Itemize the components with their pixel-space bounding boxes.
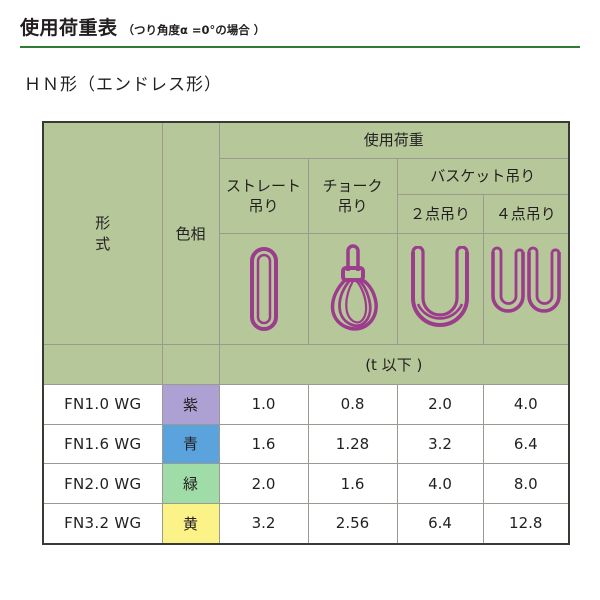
cell-choke: 1.6 xyxy=(307,463,398,504)
header-straight-line1: ストレート xyxy=(225,176,301,195)
header-choke-line1: チョーク xyxy=(322,176,383,195)
cell-basket-2point: 4.0 xyxy=(396,463,484,504)
title-row: 使用荷重表 （つり角度α =0°の場合 ） xyxy=(20,13,265,40)
cell-type: FN1.6 WG xyxy=(42,423,163,465)
cell-type: FN3.2 WG xyxy=(42,502,163,545)
table-header-row-points: ２点吊り ４点吊り xyxy=(43,193,570,235)
page-title: 使用荷重表 xyxy=(20,17,118,39)
cell-basket-4point: 12.8 xyxy=(482,502,570,545)
header-cell-basket-group: バスケット吊り xyxy=(396,158,570,195)
straight-sling-icon xyxy=(249,247,278,332)
cell-straight: 2.0 xyxy=(218,463,309,504)
basket-2point-sling-icon xyxy=(411,246,469,328)
icon-cell-straight xyxy=(218,233,309,346)
cell-type: FN2.0 WG xyxy=(42,463,163,504)
table-icon-row xyxy=(43,233,570,346)
section-subtitle: ＨＮ形（エンドレス形） xyxy=(24,75,222,95)
table-row: FN2.0 WG 緑 2.0 1.6 4.0 8.0 xyxy=(42,463,570,504)
table-unit-row: (t 以下 ) xyxy=(42,344,570,385)
header-choke-line2: 吊り xyxy=(337,197,368,216)
header-cell-straight: ストレート 吊り xyxy=(218,157,309,235)
cell-hue: 青 xyxy=(161,423,220,465)
cell-straight: 1.0 xyxy=(218,383,309,425)
cell-straight: 1.6 xyxy=(218,423,309,465)
header-type-line1: 形 xyxy=(95,214,111,233)
table-header-row-group: 形 式 色相 使用荷重 xyxy=(42,121,570,346)
cell-hue: 紫 xyxy=(161,383,220,425)
page-title-note: （つり角度α =0°の場合 ） xyxy=(122,23,266,37)
title-divider-rule xyxy=(20,46,580,48)
cell-basket-4point: 6.4 xyxy=(482,423,570,465)
table-row: FN1.0 WG 紫 1.0 0.8 2.0 4.0 xyxy=(42,383,570,425)
cell-hue: 緑 xyxy=(161,463,220,504)
cell-straight: 3.2 xyxy=(218,502,309,545)
header-type-line2: 式 xyxy=(95,234,111,253)
load-capacity-table-wrapper: 形 式 色相 使用荷重 ストレート 吊り チョーク 吊り バスケット吊り xyxy=(42,121,571,545)
header-straight-line2: 吊り xyxy=(248,197,279,216)
icon-cell-basket-2point xyxy=(396,233,484,346)
header-cell-basket-4point: ４点吊り xyxy=(482,193,570,235)
cell-hue: 黄 xyxy=(161,502,220,545)
cell-choke: 0.8 xyxy=(307,383,398,425)
icon-cell-choke xyxy=(307,233,398,346)
table-row: FN1.6 WG 青 1.6 1.28 3.2 6.4 xyxy=(42,423,570,465)
cell-basket-2point: 2.0 xyxy=(396,383,484,425)
cell-basket-2point: 6.4 xyxy=(396,502,484,545)
unit-row-spacer-hue xyxy=(161,344,220,385)
cell-choke: 1.28 xyxy=(307,423,398,465)
unit-label: (t 以下 ) xyxy=(218,344,570,385)
cell-basket-4point: 4.0 xyxy=(482,383,570,425)
cell-basket-2point: 3.2 xyxy=(396,423,484,465)
unit-row-spacer-type xyxy=(42,344,163,385)
load-capacity-table: 形 式 色相 使用荷重 ストレート 吊り チョーク 吊り バスケット吊り xyxy=(42,121,571,545)
table-header-row-mode: ストレート 吊り チョーク 吊り バスケット吊り xyxy=(43,157,570,235)
cell-basket-4point: 8.0 xyxy=(482,463,570,504)
basket-4point-sling-icon xyxy=(490,246,561,313)
cell-choke: 2.56 xyxy=(307,502,398,545)
header-cell-type: 形 式 xyxy=(42,121,163,346)
table-row: FN3.2 WG 黄 3.2 2.56 6.4 12.8 xyxy=(42,502,570,545)
header-cell-hue: 色相 xyxy=(161,121,220,346)
header-cell-choke: チョーク 吊り xyxy=(307,157,398,235)
page-header: 使用荷重表 （つり角度α =0°の場合 ） xyxy=(0,0,600,52)
header-cell-load-group: 使用荷重 xyxy=(218,121,570,159)
header-cell-basket-2point: ２点吊り xyxy=(396,193,484,235)
cell-type: FN1.0 WG xyxy=(42,383,163,425)
choke-sling-icon xyxy=(330,244,378,331)
icon-cell-basket-4point xyxy=(482,233,570,346)
